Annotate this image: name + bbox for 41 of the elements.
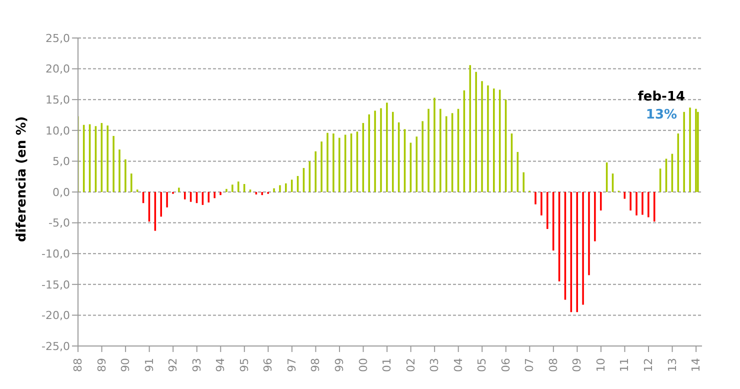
x-tick-label: 02 <box>404 358 418 372</box>
x-tick-label: 98 <box>309 358 322 372</box>
y-tick-label: 15,0 <box>46 94 70 107</box>
y-tick-label: -20,0 <box>42 309 70 322</box>
x-tick-label: 09 <box>570 358 584 372</box>
x-tick-label: 08 <box>546 358 560 372</box>
x-tick-label: 03 <box>428 358 442 372</box>
x-tick-label: 01 <box>380 358 394 372</box>
y-axis-title: diferencia (en %) <box>14 116 30 242</box>
y-tick-label: 25,0 <box>46 32 70 45</box>
x-tick-label: 99 <box>332 358 346 372</box>
x-tick-label: 89 <box>95 358 108 372</box>
x-tick-label: 05 <box>476 358 489 372</box>
x-tick-label: 91 <box>142 358 156 372</box>
x-tick-label: 96 <box>262 358 275 372</box>
y-tick-label: 10,0 <box>46 124 70 138</box>
x-tick-label: 13 <box>666 358 679 372</box>
x-tick-label: 14 <box>690 358 703 372</box>
x-tick-label: 92 <box>166 358 180 372</box>
annotation: 13% <box>646 108 678 123</box>
x-tick-label: 93 <box>190 358 204 372</box>
x-tick-label: 10 <box>594 358 608 372</box>
x-tick-label: 94 <box>214 358 228 372</box>
y-tick-label: 5,0 <box>52 155 70 168</box>
y-tick-label: 0,0 <box>52 186 70 199</box>
y-tick-label: -5,0 <box>48 216 70 230</box>
x-tick-label: 95 <box>238 358 251 372</box>
y-tick-label: -10,0 <box>42 248 70 261</box>
x-tick-label: 06 <box>499 358 512 372</box>
x-tick-label: 12 <box>642 358 656 372</box>
y-tick-label: 20,0 <box>46 62 70 76</box>
y-tick-label: -25,0 <box>42 340 70 353</box>
x-tick-label: 04 <box>452 358 465 372</box>
x-tick-label: 97 <box>285 358 298 372</box>
x-tick-label: 88 <box>72 358 84 372</box>
x-tick-label: 90 <box>119 358 132 372</box>
y-tick-label: -15,0 <box>42 278 70 292</box>
x-tick-label: 11 <box>618 358 632 372</box>
x-tick-label: 07 <box>523 358 536 372</box>
annotation: feb-14 <box>638 90 686 105</box>
x-tick-label: 00 <box>356 358 370 372</box>
